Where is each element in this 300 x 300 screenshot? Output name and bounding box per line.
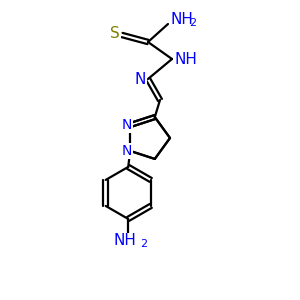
Text: NH: NH	[114, 233, 136, 248]
Text: N: N	[135, 71, 146, 86]
Text: NH: NH	[174, 52, 197, 67]
Text: 2: 2	[189, 18, 196, 28]
Text: N: N	[122, 118, 132, 132]
Text: NH: NH	[170, 13, 193, 28]
Text: 2: 2	[140, 239, 147, 249]
Text: S: S	[110, 26, 120, 40]
Text: N: N	[122, 144, 132, 158]
